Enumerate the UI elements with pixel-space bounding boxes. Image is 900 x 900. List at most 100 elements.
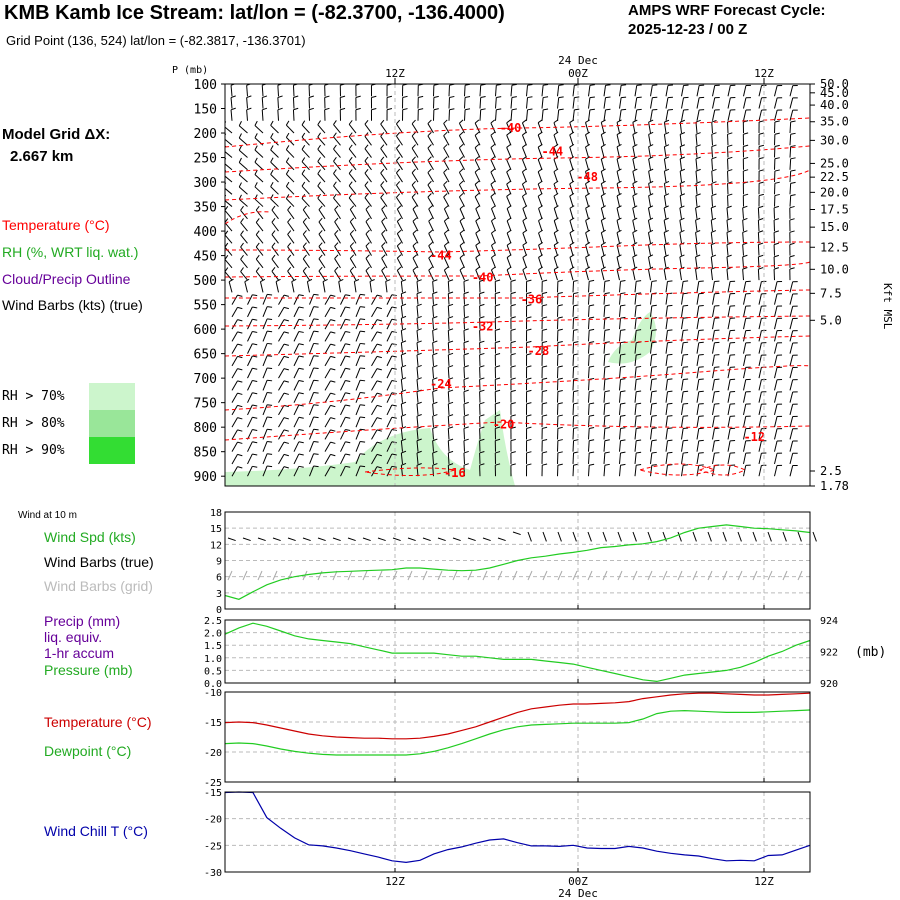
wind-barb — [696, 367, 700, 379]
wind-barb — [634, 354, 637, 366]
wind-barb-feather — [651, 390, 657, 393]
wind-barb-feather — [262, 71, 267, 73]
wind-barb-feather — [727, 181, 733, 184]
wind-barb — [340, 294, 346, 305]
wind-barb — [427, 147, 434, 158]
wind-barb-feather — [401, 389, 407, 393]
wind-barb — [247, 368, 253, 379]
wind-barb — [277, 109, 279, 121]
wind-panel-frame — [224, 511, 811, 610]
pressure-tick-label: 300 — [194, 176, 217, 191]
wind-barb — [679, 244, 682, 256]
wind-barb — [231, 368, 238, 379]
wind-barb — [600, 159, 605, 170]
wind-barb-feather — [695, 230, 701, 233]
wind-barb-feather — [538, 229, 543, 234]
wind-barb — [726, 207, 729, 219]
wind-barb — [364, 160, 372, 171]
wind-barb — [537, 196, 543, 207]
wind-barb — [231, 466, 238, 477]
wind-barb — [666, 84, 667, 85]
wind-barb-feather — [411, 119, 416, 125]
wind-barb — [416, 342, 419, 354]
wind-barb-feather — [391, 380, 397, 382]
wind-barb — [333, 124, 341, 134]
wind-barb-feather — [589, 108, 595, 111]
wind-barb-feather — [585, 131, 591, 136]
wind-barb-feather — [573, 377, 579, 380]
wind-barb-feather — [271, 205, 276, 211]
wind-barb-feather — [309, 72, 314, 73]
wind-barb — [710, 207, 713, 219]
wind-barb-feather — [683, 402, 689, 405]
wind-barb — [479, 97, 482, 109]
wind-barb-feather — [605, 108, 611, 111]
wind-barb — [758, 330, 762, 342]
wind-panel-ytick-label: 12 — [210, 540, 222, 551]
wind-barb-feather — [573, 328, 579, 331]
wind-barb — [247, 429, 253, 440]
wind-barb — [225, 271, 233, 281]
wind-barb — [696, 305, 700, 317]
wind-barb-feather — [636, 365, 642, 368]
wind-barb — [324, 405, 331, 416]
surface-wind-barb — [797, 531, 802, 542]
wind-barb — [287, 221, 295, 232]
wind-barb — [386, 294, 393, 305]
surface-wind-barb — [482, 537, 491, 542]
wind-barb-feather — [365, 254, 370, 259]
wind-barb-feather — [285, 181, 290, 187]
wind-barb-feather — [380, 119, 385, 125]
wind-barb-feather — [695, 254, 701, 258]
wind-barb — [774, 355, 778, 367]
wind-barb-feather — [427, 156, 432, 161]
wind-barb — [416, 281, 419, 293]
wind-barb-feather — [371, 107, 377, 111]
wind-barb-feather — [621, 96, 627, 99]
wind-barb-feather — [391, 331, 397, 333]
wind-barb-feather — [313, 379, 319, 382]
wind-barb-feather — [418, 84, 424, 86]
wind-barb-feather — [267, 306, 273, 308]
wind-barb-feather — [333, 181, 337, 187]
wind-barb-feather — [557, 279, 563, 282]
wind-barb-feather — [573, 426, 579, 429]
wind-barb — [789, 85, 794, 97]
rh90-swatch — [89, 437, 135, 464]
wind-barb-feather — [651, 366, 657, 368]
wind-barb — [447, 391, 450, 403]
wind-barb — [317, 173, 326, 183]
wind-barb-feather — [401, 401, 407, 405]
wind-barb-feather — [416, 389, 422, 393]
wind-barb — [665, 465, 668, 477]
wind-barb-feather — [506, 131, 511, 136]
wind-barb — [506, 196, 512, 207]
wind-barb-feather — [604, 451, 610, 454]
grid-wind-barb — [242, 570, 248, 581]
wind-barb — [696, 403, 700, 415]
wind-barb-feather — [538, 266, 543, 271]
wind-barb — [490, 122, 496, 134]
wind-barb — [757, 256, 760, 268]
wind-barb-feather — [313, 318, 319, 321]
wind-barb-feather — [381, 205, 386, 210]
wind-barb-feather — [573, 451, 579, 454]
wind-barb — [386, 453, 393, 465]
wind-barb-feather — [360, 428, 366, 431]
grid-wind-barb — [692, 570, 698, 581]
wind-barb — [522, 208, 527, 219]
wind-barb — [262, 84, 263, 85]
wind-barb — [681, 97, 685, 109]
wind-barb-feather — [278, 71, 283, 73]
wind-barb-feather — [345, 331, 351, 333]
wind-barb-feather — [463, 365, 469, 368]
wind-barb — [774, 330, 778, 342]
wind-barb-feather — [283, 306, 289, 310]
wind-barb — [365, 221, 372, 232]
wind-barb-feather — [324, 84, 330, 86]
temperature-contour-label: -40 — [500, 121, 522, 135]
wind-barb — [679, 146, 682, 158]
wind-barb-feather — [480, 96, 486, 99]
wind-barb — [506, 208, 512, 219]
wind-barb — [458, 147, 465, 158]
